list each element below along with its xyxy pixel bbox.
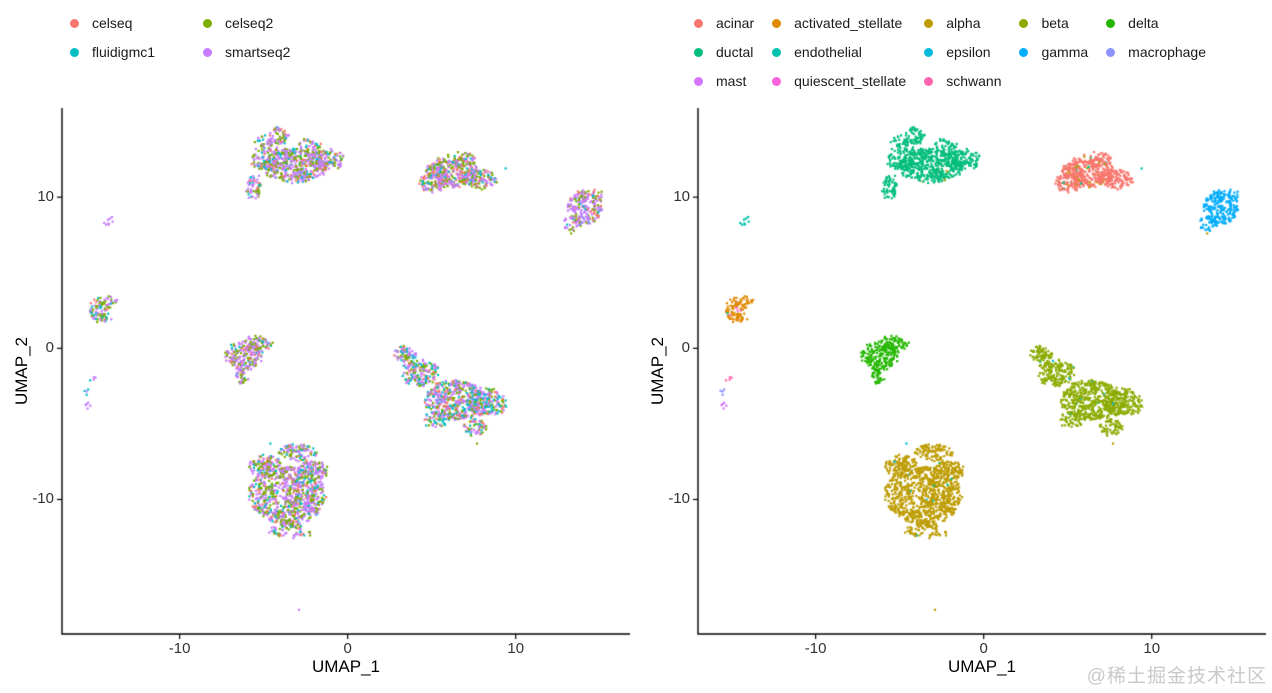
legend-dot-celseq2 [203, 18, 213, 28]
legend-label: schwann [946, 73, 1002, 89]
x-axis-title-left: UMAP_1 [311, 657, 381, 676]
x-tick-label: 0 [343, 640, 352, 657]
legend-item-celseq2: celseq2 [203, 16, 290, 30]
legend-dot-quiescent_stellate [772, 76, 782, 86]
legend-dot-smartseq2 [203, 47, 213, 57]
legend-label: gamma [1041, 44, 1089, 60]
watermark: @稀土掘金技术社区 [1086, 666, 1267, 687]
legend-label: ductal [716, 44, 754, 60]
y-tick-label: -10 [668, 490, 690, 508]
legend-item-ductal: ductal [694, 45, 754, 59]
legend-label: celseq2 [225, 15, 274, 31]
x-tick-label: 0 [979, 640, 988, 657]
legend-label: smartseq2 [225, 44, 291, 60]
legend-label: alpha [946, 15, 981, 31]
legend-label: mast [716, 73, 747, 89]
legend-dot-epsilon [924, 47, 934, 57]
legend-label: macrophage [1128, 44, 1206, 60]
x-tick-label: -10 [168, 640, 191, 657]
legend-label: celseq [92, 15, 133, 31]
legend-item-beta: beta [1019, 16, 1088, 30]
legend-label: epsilon [946, 44, 991, 60]
legend-dot-alpha [924, 18, 934, 28]
x-tick-label: 10 [507, 640, 525, 657]
legend-dot-activated_stellate [772, 18, 782, 28]
legend-item-delta: delta [1106, 16, 1206, 30]
legend-item-acinar: acinar [694, 16, 754, 30]
legend-dot-fluidigmc1 [70, 47, 79, 57]
legend-item-epsilon: epsilon [924, 45, 1001, 59]
legend-dot-ductal [694, 47, 703, 57]
legend-item-activated_stellate: activated_stellate [772, 16, 906, 30]
legend-label: quiescent_stellate [794, 73, 907, 89]
y-tick-label: -10 [32, 490, 54, 508]
legend-dot-macrophage [1106, 47, 1116, 57]
legend-dot-beta [1019, 18, 1029, 28]
x-axis-title-right: UMAP_1 [947, 657, 1017, 676]
legend-item-celseq: celseq [70, 16, 155, 30]
legend-item-smartseq2: smartseq2 [203, 45, 290, 59]
plot-celltype: UMAP_2 UMAP_1 -10 0 10 -10 0 10 [636, 100, 1272, 693]
x-tick-label: -10 [804, 640, 827, 657]
legend-item-quiescent_stellate: quiescent_stellate [772, 74, 906, 88]
legend-dot-delta [1106, 18, 1116, 28]
legend-item-schwann: schwann [924, 74, 1001, 88]
legend-label: beta [1041, 15, 1069, 31]
legend-technology: celseq fluidigmc1 celseq2 smartseq2 [0, 0, 636, 62]
legend-item-macrophage: macrophage [1106, 45, 1206, 59]
y-tick-label: 10 [673, 188, 690, 206]
legend-label: endothelial [794, 44, 862, 60]
x-tick-label: 10 [1143, 640, 1161, 657]
legend-dot-celseq [70, 18, 79, 28]
legend-item-gamma: gamma [1019, 45, 1088, 59]
legend-item-mast: mast [694, 74, 754, 88]
y-tick-label: 10 [37, 188, 54, 206]
plot-technology: UMAP_2 UMAP_1 -10 0 10 -10 0 10 [0, 100, 636, 693]
legend-item-endothelial: endothelial [772, 45, 906, 59]
legend-item-fluidigmc1: fluidigmc1 [70, 45, 155, 59]
legend-label: delta [1128, 15, 1159, 31]
panel-technology: celseq fluidigmc1 celseq2 smartseq2 UMAP_2 … [0, 0, 636, 693]
legend-dot-acinar [694, 18, 703, 28]
legend-dot-schwann [924, 76, 934, 86]
legend-dot-endothelial [772, 47, 782, 57]
legend-label: activated_stellate [794, 15, 903, 31]
scatter-canvas-celltype [636, 100, 1272, 693]
legend-dot-gamma [1019, 47, 1029, 57]
y-tick-label: 0 [45, 339, 54, 357]
legend-label: acinar [716, 15, 755, 31]
legend-dot-mast [694, 76, 703, 86]
y-tick-label: 0 [681, 339, 690, 357]
scatter-canvas-technology [0, 100, 636, 693]
legend-item-alpha: alpha [924, 16, 1001, 30]
legend-label: fluidigmc1 [92, 44, 156, 60]
